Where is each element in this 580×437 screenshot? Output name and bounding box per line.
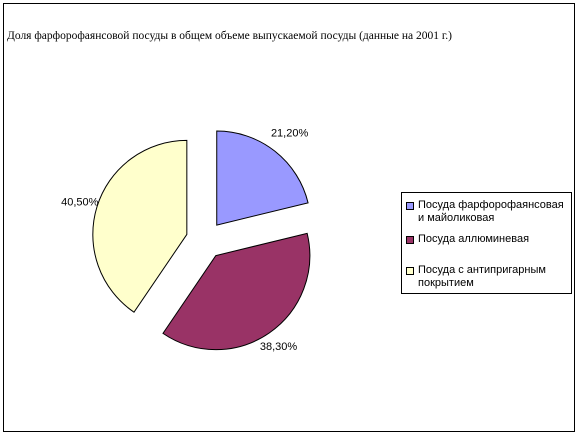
legend-item-aluminum: Посуда аллюминевая [406,233,568,246]
data-label-nonstick: 40,50% [61,197,99,209]
legend-item-porcelain: Посуда фарфорофаянсовая и майоликовая [406,199,568,225]
legend-swatch-porcelain [406,202,414,210]
legend-swatch-aluminum [406,236,414,244]
pie-slice-nonstick [92,139,188,313]
pie-slice-aluminum [162,232,311,351]
legend-label-porcelain: Посуда фарфорофаянсовая и майоликовая [418,199,564,224]
legend: Посуда фарфорофаянсовая и майоликовая По… [401,192,572,294]
legend-swatch-nonstick [406,267,414,275]
legend-item-nonstick: Посуда с антипригарным покрытием [406,264,568,290]
legend-label-nonstick: Посуда с антипригарным покрытием [418,264,546,289]
legend-label-aluminum: Посуда аллюминевая [418,233,530,245]
chart-title: Доля фарфорофаянсовой посуды в общем объ… [7,30,452,42]
data-label-porcelain: 21,20% [271,127,309,139]
data-label-aluminum: 38,30% [260,341,298,353]
pie-slice-porcelain [216,130,309,226]
